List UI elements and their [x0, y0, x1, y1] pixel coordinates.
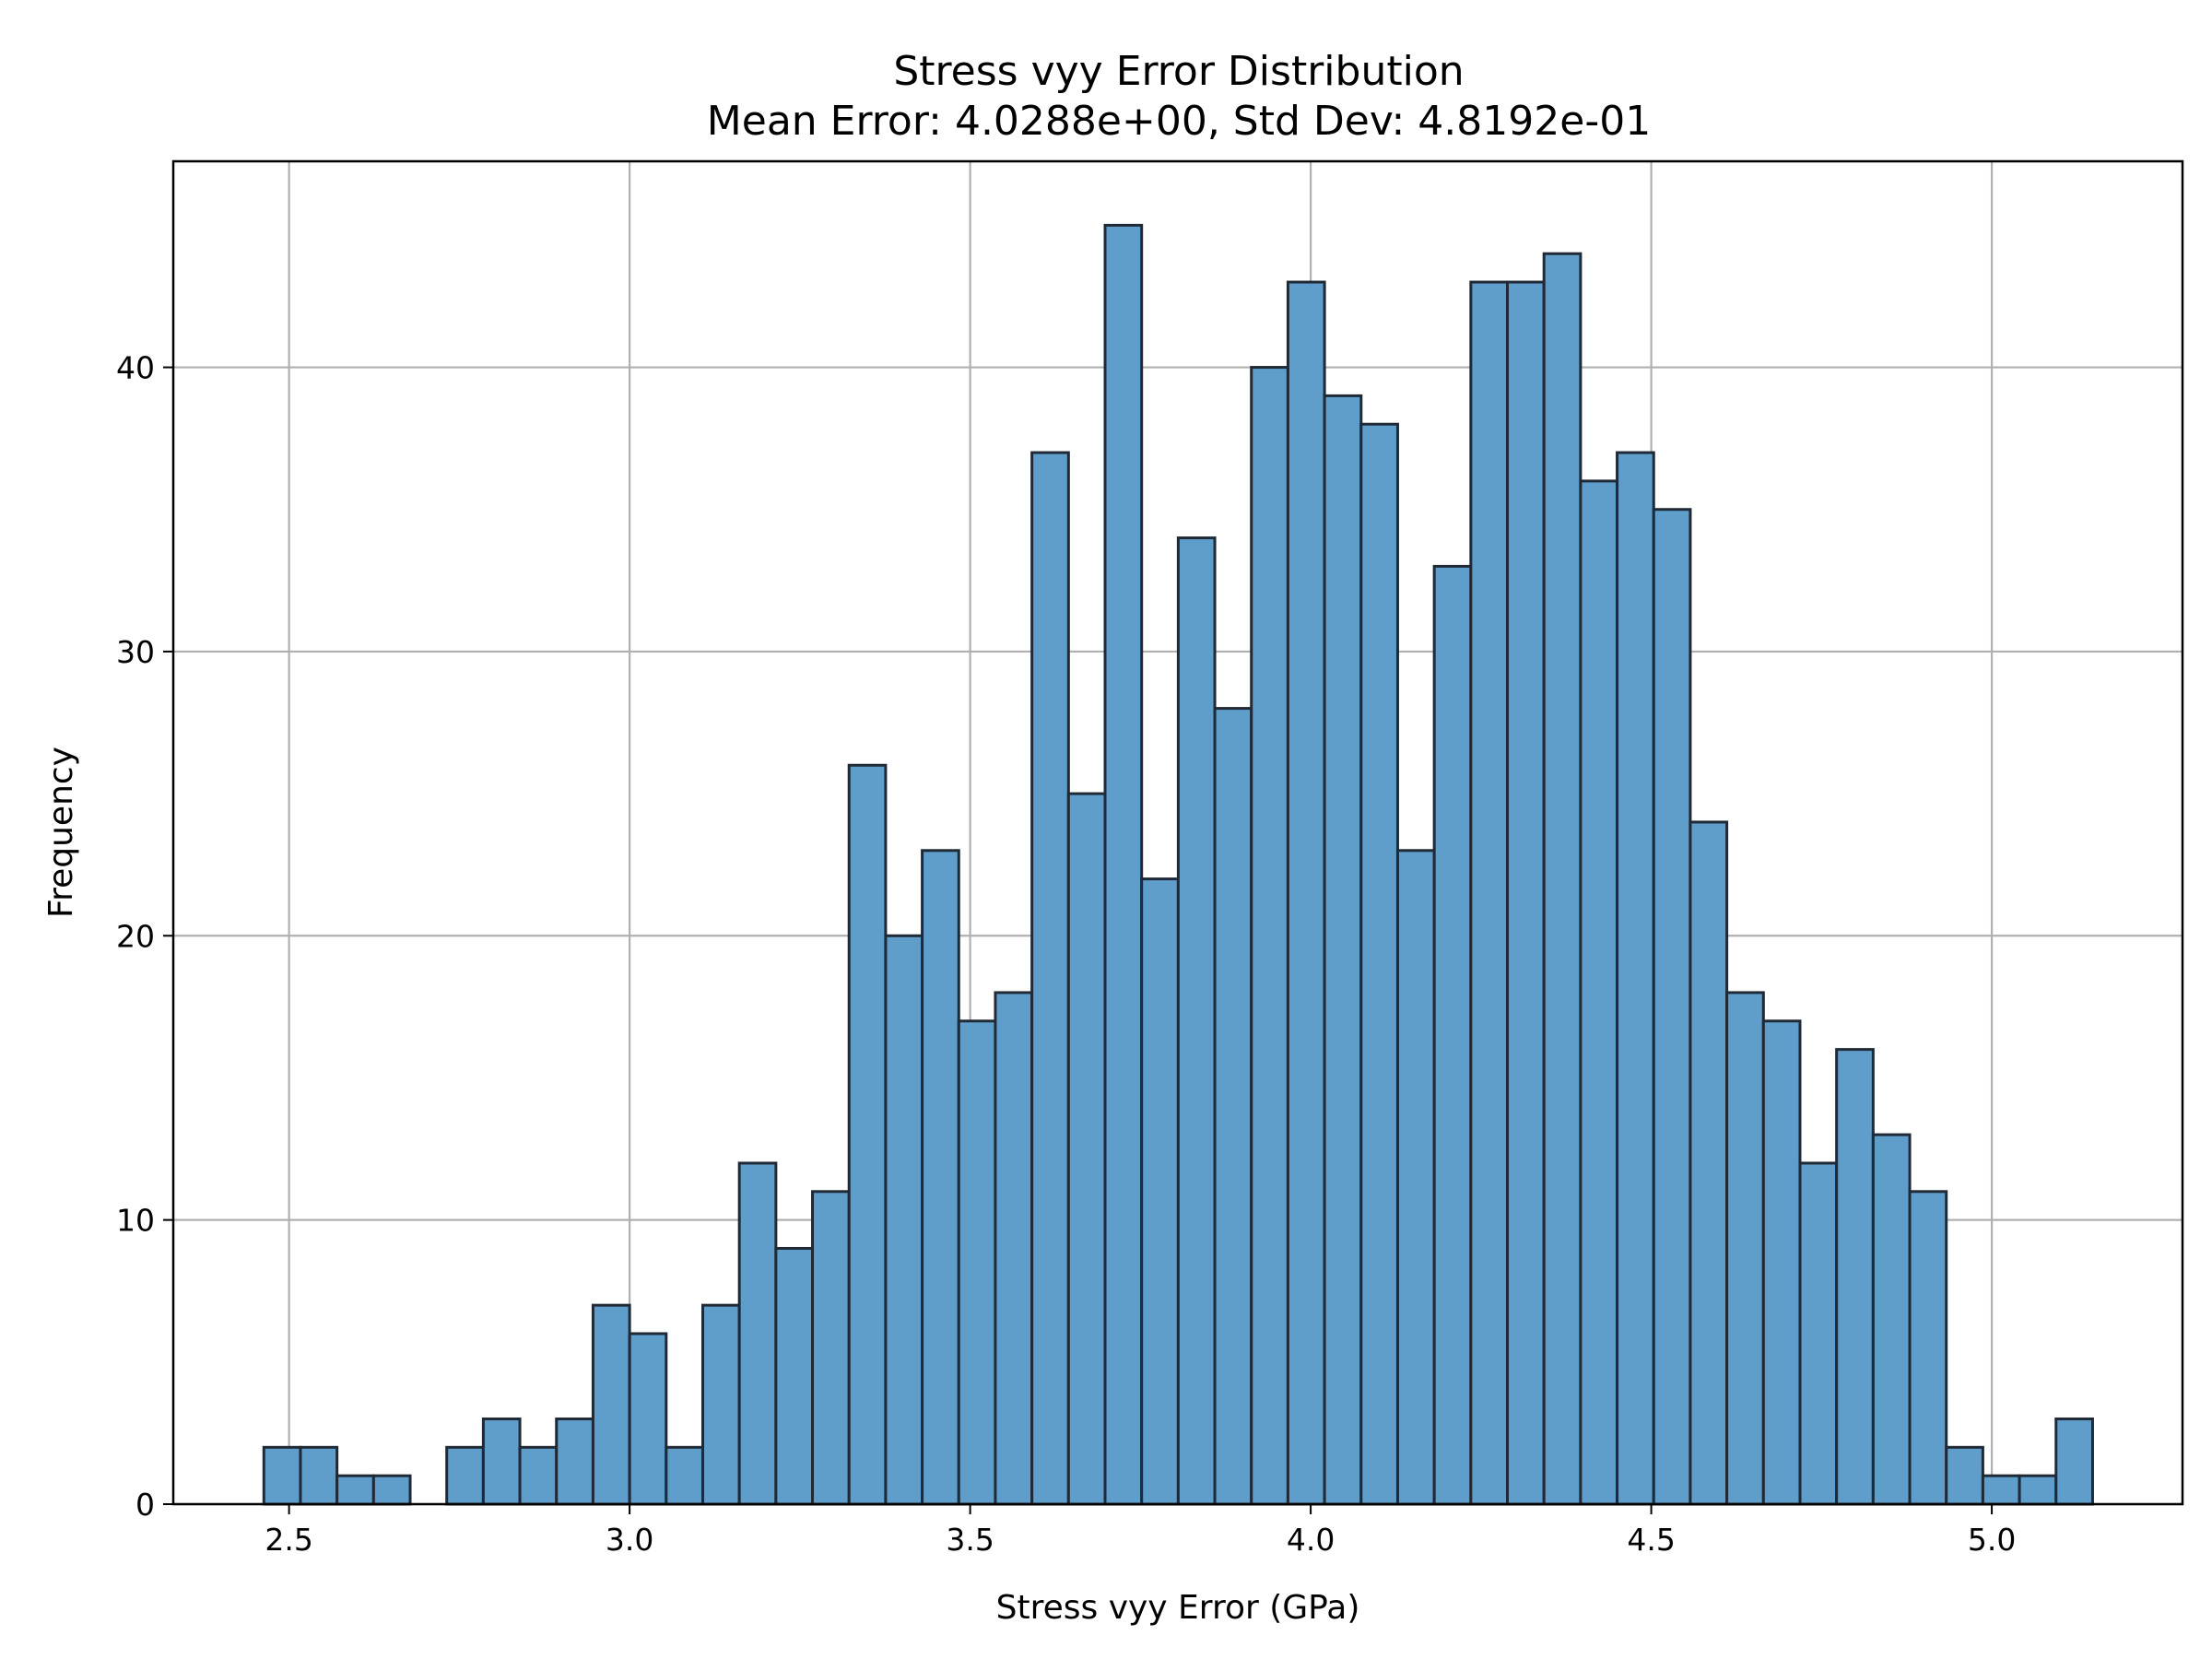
histogram-bar: [335, 1474, 375, 1506]
histogram-bar: [628, 1332, 668, 1506]
y-tick-label: 10: [116, 1203, 155, 1239]
x-tick-label: 4.5: [1627, 1522, 1675, 1558]
histogram-bar: [1835, 1048, 1875, 1506]
chart-subtitle: Mean Error: 4.0288e+00, Std Dev: 4.8192e…: [707, 98, 1651, 145]
histogram-bars: [262, 223, 2094, 1506]
histogram-bar: [1250, 366, 1289, 1506]
histogram-bar: [665, 1445, 704, 1506]
histogram-bar: [811, 1190, 851, 1506]
histogram-bar: [1579, 479, 1619, 1506]
histogram-bar: [1066, 792, 1107, 1506]
histogram-bar: [1286, 280, 1326, 1506]
histogram-bar: [1432, 564, 1473, 1506]
histogram-bar: [774, 1246, 815, 1506]
histogram-bar: [2054, 1417, 2094, 1506]
histogram-bar: [591, 1303, 631, 1506]
histogram-bar: [299, 1445, 339, 1506]
histogram-bar: [1761, 1019, 1802, 1506]
histogram-bar: [1616, 451, 1655, 1506]
histogram-bar: [1323, 394, 1363, 1506]
histogram-bar: [1469, 280, 1510, 1506]
x-axis-label: Stress vyy Error (GPa): [996, 1589, 1360, 1627]
histogram-bar: [1688, 820, 1729, 1506]
x-tick-label: 5.0: [1968, 1522, 2016, 1558]
histogram-bar: [1945, 1445, 1984, 1506]
histogram-bar: [1140, 877, 1180, 1506]
histogram-bar: [481, 1417, 522, 1506]
histogram-bar: [1542, 252, 1583, 1506]
histogram-bar: [1652, 508, 1692, 1506]
histogram-bar: [884, 934, 924, 1506]
histogram-bar: [1908, 1190, 1948, 1506]
histogram-bar: [737, 1161, 778, 1506]
histogram-bar: [1213, 707, 1253, 1506]
histogram-bar: [555, 1417, 594, 1506]
histogram-bar: [2018, 1474, 2058, 1506]
y-tick-label: 30: [116, 634, 155, 670]
histogram-bar: [445, 1445, 485, 1506]
histogram-bar: [1506, 280, 1546, 1506]
plot-area-frame: [171, 159, 2184, 1506]
histogram-bar: [262, 1445, 302, 1506]
histogram-bar: [957, 1019, 997, 1506]
x-tick-label: 2.5: [265, 1522, 312, 1558]
histogram-bar: [1981, 1474, 2021, 1506]
histogram-bar: [1103, 223, 1144, 1506]
histogram-bar: [371, 1474, 412, 1506]
histogram-bar: [1030, 451, 1070, 1506]
x-tick-label: 4.0: [1287, 1522, 1335, 1558]
histogram-bar: [847, 763, 888, 1506]
histogram-bar: [1359, 422, 1399, 1506]
chart-title: Stress vyy Error Distribution: [893, 48, 1464, 95]
y-tick-label: 40: [116, 350, 155, 386]
histogram-bar: [1871, 1133, 1912, 1506]
histogram-bar: [1176, 536, 1217, 1506]
x-tick-label: 3.5: [946, 1522, 994, 1558]
histogram-bar: [1725, 991, 1765, 1506]
histogram-bar: [1395, 849, 1436, 1506]
histogram-bar: [921, 849, 960, 1506]
histogram-bar: [994, 991, 1034, 1506]
histogram-bar: [700, 1303, 741, 1506]
axis-ticks: 2.5 3.0 3.5 4.0 4.5 5.0 0 10 20 30 40: [116, 350, 2016, 1558]
y-tick-label: 0: [135, 1487, 155, 1523]
histogram-bar: [518, 1445, 559, 1506]
y-axis-label: Frequency: [42, 747, 80, 918]
x-tick-label: 3.0: [606, 1522, 653, 1558]
histogram-bar: [1798, 1161, 1839, 1506]
y-tick-label: 20: [116, 918, 155, 954]
